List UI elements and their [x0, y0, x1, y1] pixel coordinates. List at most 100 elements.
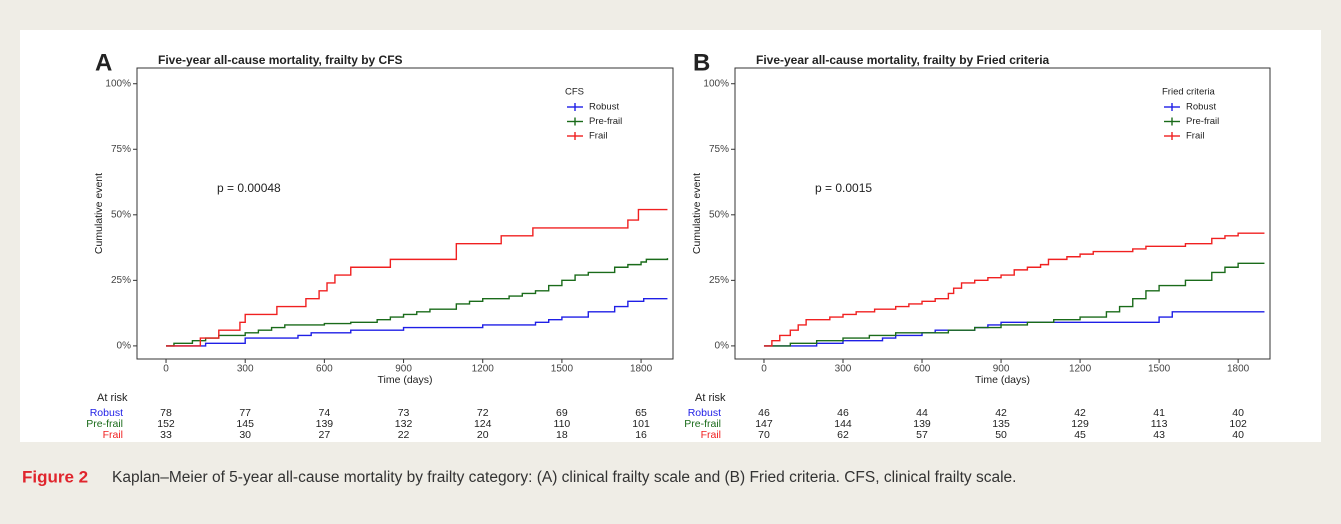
risk-count: 132	[395, 418, 413, 430]
risk-table-title: At risk	[695, 392, 726, 404]
risk-count: 101	[632, 418, 650, 430]
legend-label: Pre-frail	[1186, 116, 1219, 127]
risk-count: 46	[837, 407, 849, 419]
y-tick-label: 75%	[709, 144, 729, 155]
x-tick-label: 1200	[472, 364, 495, 375]
risk-count: 113	[1151, 418, 1168, 430]
y-tick-label: 0%	[117, 341, 132, 352]
y-tick-label: 25%	[709, 275, 729, 286]
risk-count: 42	[1074, 407, 1086, 419]
risk-count: 62	[837, 429, 849, 441]
risk-count: 147	[755, 418, 773, 430]
risk-count: 124	[474, 418, 492, 430]
x-tick-label: 900	[395, 364, 412, 375]
risk-count: 50	[995, 429, 1007, 441]
km-curve	[166, 208, 668, 347]
y-tick-label: 100%	[105, 78, 131, 89]
figure-panel	[20, 30, 1321, 442]
x-axis-label: Time (days)	[975, 374, 1030, 386]
risk-count: 72	[477, 407, 489, 419]
km-curve	[166, 298, 668, 347]
risk-count: 45	[1074, 429, 1086, 441]
risk-count: 110	[554, 418, 571, 430]
x-tick-label: 0	[761, 364, 767, 375]
y-tick-label: 25%	[111, 275, 131, 286]
x-tick-label: 600	[914, 364, 931, 375]
legend-label: Pre-frail	[589, 116, 622, 127]
risk-count: 43	[1153, 429, 1165, 441]
risk-row-name: Pre-frail	[86, 418, 123, 430]
risk-count: 70	[758, 429, 770, 441]
risk-count: 18	[556, 429, 568, 441]
risk-count: 30	[239, 429, 251, 441]
x-tick-label: 600	[316, 364, 333, 375]
panel-letter: B	[693, 49, 710, 76]
km-curve	[763, 262, 1265, 347]
risk-count: 152	[157, 418, 175, 430]
risk-count: 129	[1071, 418, 1089, 430]
risk-row-name: Robust	[90, 407, 123, 419]
risk-row-name: Frail	[103, 429, 123, 441]
risk-row-name: Robust	[688, 407, 721, 419]
legend-title: Fried criteria	[1162, 87, 1216, 98]
y-tick-label: 75%	[111, 144, 131, 155]
risk-count: 144	[834, 418, 852, 430]
risk-count: 27	[319, 429, 331, 441]
risk-count: 42	[995, 407, 1007, 419]
risk-count: 41	[1153, 407, 1165, 419]
risk-count: 139	[316, 418, 334, 430]
risk-count: 40	[1232, 429, 1244, 441]
chart-title: Five-year all-cause mortality, frailty b…	[158, 53, 403, 67]
x-tick-label: 1800	[630, 364, 653, 375]
p-value: p = 0.0015	[815, 181, 872, 195]
risk-count: 74	[319, 407, 331, 419]
x-tick-label: 0	[163, 364, 169, 375]
risk-row-name: Pre-frail	[684, 418, 721, 430]
legend-label: Frail	[589, 131, 607, 142]
legend-label: Robust	[1186, 102, 1216, 113]
risk-row-name: Frail	[701, 429, 721, 441]
risk-count: 40	[1232, 407, 1244, 419]
risk-count: 73	[398, 407, 410, 419]
km-curve	[763, 232, 1265, 347]
risk-count: 57	[916, 429, 928, 441]
risk-count: 69	[556, 407, 568, 419]
x-axis-label: Time (days)	[377, 374, 432, 386]
caption-label: Figure 2	[22, 467, 88, 486]
caption-text: Kaplan–Meier of 5-year all-cause mortali…	[112, 469, 1016, 486]
plot-frame	[136, 67, 674, 360]
y-tick-label: 100%	[703, 78, 729, 89]
risk-count: 20	[477, 429, 489, 441]
y-tick-label: 0%	[715, 341, 730, 352]
x-tick-label: 1500	[551, 364, 574, 375]
legend-title: CFS	[565, 87, 584, 98]
chart-title: Five-year all-cause mortality, frailty b…	[756, 53, 1050, 67]
y-tick-label: 50%	[111, 209, 131, 220]
risk-count: 44	[916, 407, 928, 419]
x-tick-label: 300	[237, 364, 254, 375]
plot-frame	[734, 67, 1271, 360]
y-tick-label: 50%	[709, 209, 729, 220]
panel-letter: A	[95, 49, 112, 76]
risk-count: 77	[239, 407, 251, 419]
legend-label: Frail	[1186, 131, 1204, 142]
x-tick-label: 1800	[1227, 364, 1250, 375]
x-tick-label: 1500	[1148, 364, 1171, 375]
legend-label: Robust	[589, 102, 619, 113]
risk-count: 33	[160, 429, 172, 441]
x-tick-label: 1200	[1069, 364, 1092, 375]
p-value: p = 0.00048	[217, 181, 281, 195]
risk-count: 145	[236, 418, 254, 430]
risk-count: 78	[160, 407, 172, 419]
risk-count: 22	[398, 429, 410, 441]
risk-table-title: At risk	[97, 392, 128, 404]
risk-count: 139	[913, 418, 931, 430]
risk-count: 46	[758, 407, 770, 419]
y-axis-label: Cumulative event	[691, 173, 703, 254]
x-tick-label: 300	[835, 364, 852, 375]
risk-count: 135	[992, 418, 1010, 430]
x-tick-label: 900	[993, 364, 1010, 375]
km-curve	[166, 258, 669, 347]
risk-count: 65	[635, 407, 647, 419]
